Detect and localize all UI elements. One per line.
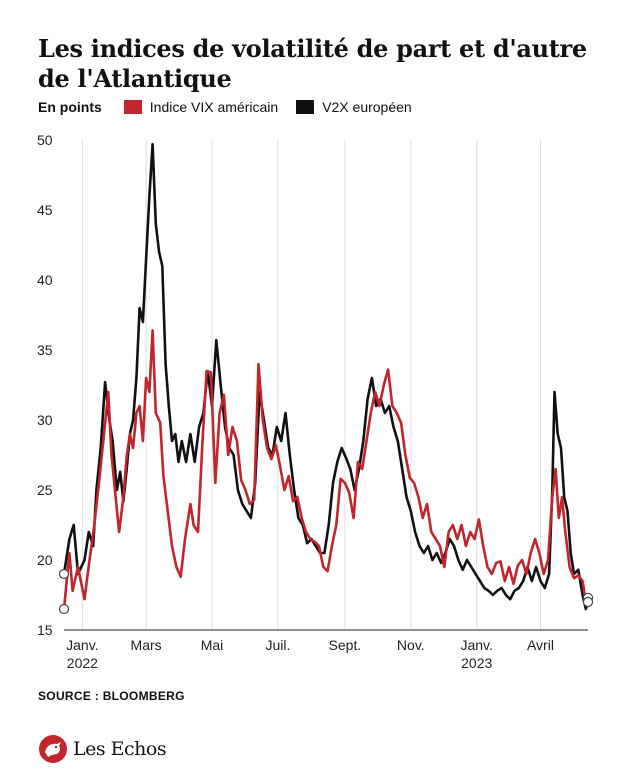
- y-tick-label: 20: [37, 552, 53, 568]
- y-tick-label: 25: [37, 482, 53, 498]
- x-tick-label: Janv.: [460, 637, 492, 653]
- y-tick-label: 30: [37, 412, 53, 428]
- y-tick-label: 40: [37, 272, 53, 288]
- x-tick-sublabel: 2023: [461, 655, 492, 671]
- y-tick-label: 50: [37, 132, 53, 148]
- legend-item-v2x: V2X européen: [296, 99, 412, 115]
- legend-label-vix: Indice VIX américain: [149, 99, 279, 115]
- unit-label: En points: [38, 99, 102, 115]
- line-chart: Janv. 2022 Mars Mai Juil. Sept. Nov. Janv. 2023 A…: [37, 132, 594, 671]
- x-tick-label: Mars: [131, 637, 162, 653]
- y-tick-label: 45: [37, 202, 53, 218]
- series-line-vix: [62, 329, 590, 611]
- chart-title: Les indices de volatilité de part et d'a…: [38, 34, 587, 93]
- x-tick-label: Juil.: [265, 637, 290, 653]
- brand: Les Echos: [38, 734, 167, 764]
- x-tick-label: Janv.: [66, 637, 98, 653]
- source-note: SOURCE : BLOOMBERG: [38, 689, 185, 703]
- series-line-v2x: [62, 142, 590, 611]
- les-echos-logo-icon: [39, 735, 67, 763]
- brand-name: Les Echos: [73, 738, 167, 760]
- legend-label-v2x: V2X européen: [322, 99, 412, 115]
- legend-item-vix: Indice VIX américain: [123, 99, 279, 115]
- v2x-end-marker: [582, 596, 594, 608]
- y-tick-label: 15: [37, 622, 53, 638]
- y-tick-label: 35: [37, 342, 53, 358]
- x-tick-label: Avril: [527, 637, 554, 653]
- legend: En points Indice VIX américain V2X europ…: [38, 98, 430, 116]
- x-tick-label: Nov.: [397, 637, 425, 653]
- x-tick-label: Mai: [201, 637, 224, 653]
- x-tick-sublabel: 2022: [67, 655, 98, 671]
- legend-swatch-v2x: [296, 100, 315, 114]
- v2x-start-marker: [58, 568, 70, 580]
- legend-swatch-vix: [123, 100, 142, 114]
- x-tick-label: Sept.: [329, 637, 362, 653]
- vix-start-marker: [58, 603, 70, 615]
